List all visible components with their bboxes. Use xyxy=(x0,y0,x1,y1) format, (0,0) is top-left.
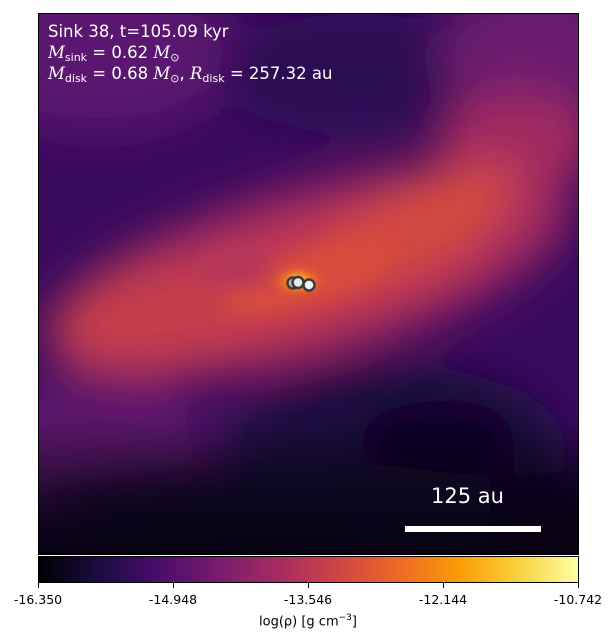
sink-c xyxy=(302,278,316,292)
colorbar-tick-label: -13.546 xyxy=(283,592,333,607)
disk-properties-label: Mdisk = 0.68 M⊙, Rdisk = 257.32 au xyxy=(48,64,333,85)
colorbar-tick xyxy=(443,583,444,588)
sink-b xyxy=(291,275,305,290)
scalebar xyxy=(405,526,541,532)
sink-mass-label: Msink = 0.62 M⊙ xyxy=(48,43,180,64)
colorbar-tick-label: -10.742 xyxy=(553,592,603,607)
colorbar-tick xyxy=(173,583,174,588)
sink-title: Sink 38, t=105.09 kyr xyxy=(48,22,229,41)
density-plot: Sink 38, t=105.09 kyr Msink = 0.62 M⊙ Md… xyxy=(38,13,579,555)
colorbar-tick-label: -16.350 xyxy=(13,592,63,607)
colorbar-label: log(ρ) [g cm−3] xyxy=(259,613,357,630)
scalebar-label: 125 au xyxy=(431,484,504,508)
colorbar-tick xyxy=(308,583,309,588)
sink-markers xyxy=(286,275,316,292)
colorbar-tick-label: -14.948 xyxy=(148,592,198,607)
colorbar-tick-label: -12.144 xyxy=(418,592,468,607)
density-map-image xyxy=(39,14,578,554)
colorbar-tick xyxy=(578,583,579,588)
colorbar-tick xyxy=(38,583,39,588)
colorbar xyxy=(38,556,579,583)
